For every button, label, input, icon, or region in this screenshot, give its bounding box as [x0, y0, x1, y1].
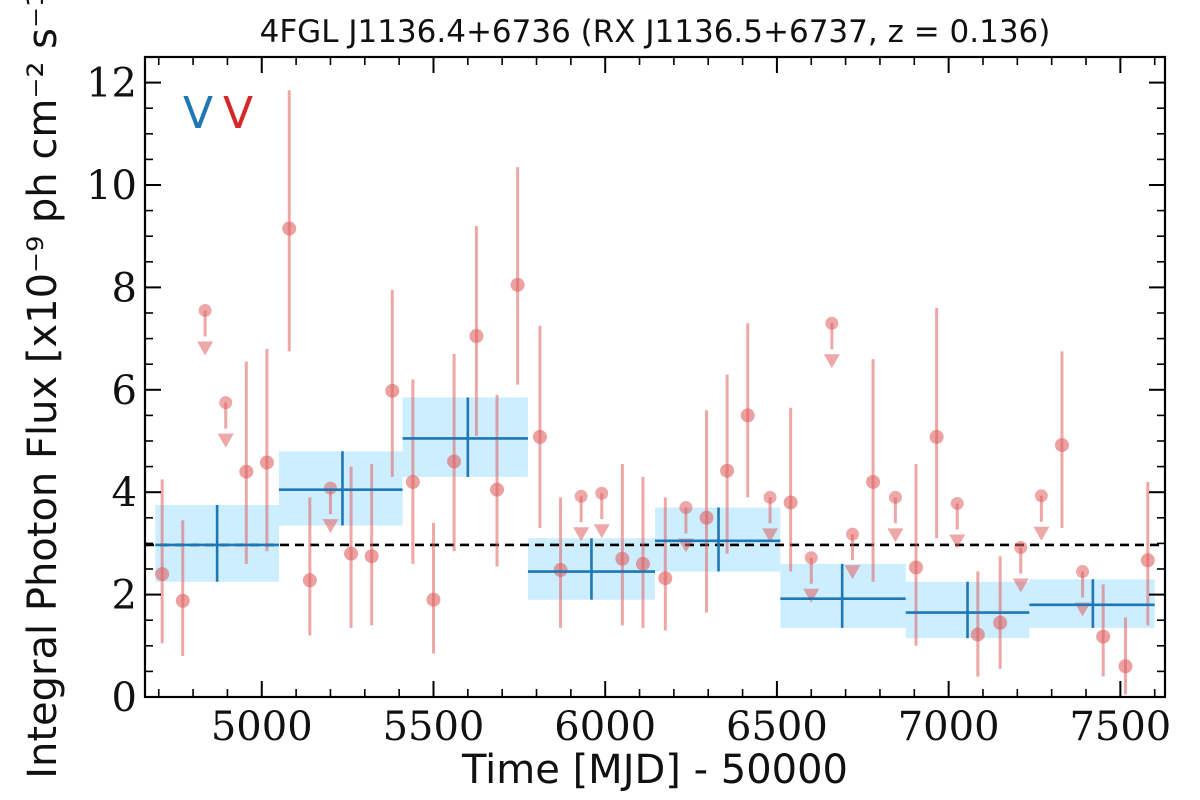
- y-tick-label: 10: [86, 163, 137, 209]
- fine-data-point: [740, 408, 755, 423]
- y-tick-label: 2: [112, 573, 137, 619]
- upper-limit-arrow: [887, 528, 904, 543]
- x-tick-label: 7500: [1069, 704, 1171, 750]
- axes-frame: 5000 5500 6000 6500 7000 7500 0 2 4 6 8 10 12: [86, 55, 1171, 750]
- binned-uncertainty-bands: [155, 397, 1155, 639]
- x-tick-label: 5000: [211, 704, 313, 750]
- upper-limit-arrow: [322, 519, 339, 534]
- fine-data-point: [929, 429, 944, 444]
- plot-frame: [143, 55, 1167, 699]
- upper-limit-point: [323, 481, 337, 495]
- fine-data-point: [909, 560, 924, 575]
- fine-data-point: [615, 551, 630, 566]
- fine-data-point: [510, 277, 525, 292]
- upper-limit-arrow: [593, 524, 610, 539]
- upper-limit-arrow: [1012, 578, 1029, 593]
- upper-limit-point: [1014, 540, 1028, 554]
- upper-limit-arrow: [197, 341, 214, 356]
- fine-data-point: [155, 567, 170, 582]
- upper-limit-arrow: [949, 534, 966, 549]
- upper-limit-point: [763, 490, 777, 504]
- fine-data-point: [1054, 438, 1069, 453]
- x-tick-label: 6000: [554, 704, 656, 750]
- upper-limit-point: [679, 501, 693, 515]
- upper-limit-point: [219, 396, 233, 410]
- y-tick-label: 4: [112, 470, 137, 516]
- fine-data-point: [469, 329, 484, 344]
- chart-title: 4FGL J1136.4+6736 (RX J1136.5+6737, z = …: [260, 14, 1051, 50]
- upper-limit-point: [950, 496, 964, 510]
- fine-data-point: [426, 592, 441, 607]
- upper-limit-point: [804, 551, 818, 565]
- fine-data-point: [175, 593, 190, 608]
- fine-data-point: [405, 474, 420, 489]
- x-tick-label: 5500: [383, 704, 485, 750]
- upper-limit-point: [574, 489, 588, 503]
- fine-data-point: [364, 549, 379, 564]
- upper-limit-arrow: [762, 528, 779, 543]
- legend-marker: V: [223, 88, 253, 139]
- upper-limit-arrow: [1033, 526, 1050, 541]
- upper-limit-arrow: [573, 527, 590, 542]
- fine-data-point: [970, 627, 985, 642]
- upper-limit-point: [1034, 489, 1048, 503]
- fine-data-point: [866, 474, 881, 489]
- y-axis-label: Integral Photon Flux [x10⁻⁹ ph cm⁻² s⁻¹]: [20, 0, 66, 779]
- upper-limit-point: [825, 316, 839, 330]
- legend-marker: V: [183, 88, 213, 139]
- fine-data-point: [1096, 629, 1111, 644]
- upper-limit-point: [888, 490, 902, 504]
- fine-data-point: [282, 221, 297, 236]
- fine-data-point: [635, 556, 650, 571]
- fine-data-point: [302, 573, 317, 588]
- fine-data-point: [344, 546, 359, 561]
- y-tick-label: 6: [112, 368, 137, 414]
- fine-data-point: [447, 454, 462, 469]
- upper-limit-point: [1076, 565, 1090, 579]
- x-axis-label: Time [MJD] - 50000: [461, 747, 848, 793]
- y-tick-label: 0: [112, 675, 137, 721]
- fine-data-point: [385, 383, 400, 398]
- upper-limit-arrow: [823, 354, 840, 369]
- upper-limit-arrow: [217, 433, 234, 448]
- fine-data-point: [720, 463, 735, 478]
- upper-limit-arrow: [803, 588, 820, 603]
- y-tick-label: 8: [112, 265, 137, 311]
- fine-data-point: [699, 510, 714, 525]
- fine-data-point: [259, 455, 274, 470]
- fine-data-point: [239, 464, 254, 479]
- fine-data-point: [783, 495, 798, 510]
- upper-limit-point: [198, 303, 212, 317]
- fine-data-point: [490, 482, 505, 497]
- fine-data-point: [532, 429, 547, 444]
- upper-limit-point: [595, 486, 609, 500]
- upper-limit-point: [845, 527, 859, 541]
- fine-data-point: [553, 563, 568, 578]
- fine-binned-points: [155, 90, 1155, 695]
- x-tick-label: 7000: [898, 704, 1000, 750]
- fine-data-point: [1118, 659, 1133, 674]
- fine-data-point: [993, 615, 1008, 630]
- fine-data-point: [1140, 553, 1155, 568]
- binned-points: [155, 397, 1155, 639]
- fine-data-point: [658, 571, 673, 586]
- upper-limit-arrow: [844, 565, 861, 580]
- x-tick-label: 6500: [726, 704, 828, 750]
- y-tick-label: 12: [86, 61, 137, 107]
